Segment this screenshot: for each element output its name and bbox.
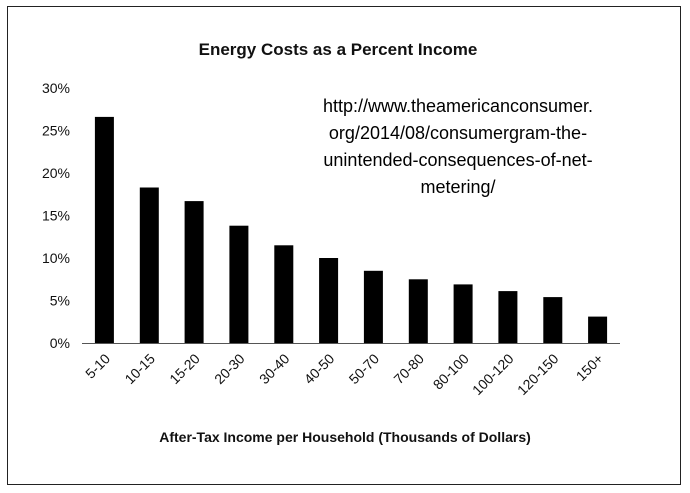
- y-axis-ticks: 0% 5% 10% 15% 20% 25% 30%: [42, 80, 70, 351]
- annotation-line-4: metering/: [420, 177, 495, 197]
- bar-80-100: [453, 284, 473, 343]
- x-tick-label: 120-150: [514, 350, 562, 398]
- x-axis-ticks: 5-10 10-15 15-20 20-30 30-40 40-50 50-70 70-80 8…: [82, 350, 606, 398]
- y-tick-label: 10%: [42, 250, 70, 266]
- x-tick-label: 50-70: [346, 350, 383, 387]
- chart-frame: [7, 6, 681, 485]
- bars: [94, 116, 608, 344]
- y-tick-label: 20%: [42, 165, 70, 181]
- bar-40-50: [319, 258, 339, 343]
- annotation-line-3: unintended-consequences-of-net-: [323, 150, 592, 170]
- x-tick-label: 80-100: [430, 350, 472, 392]
- y-tick-label: 5%: [50, 293, 70, 309]
- x-tick-label: 40-50: [301, 350, 338, 387]
- bar-10-15: [139, 187, 159, 343]
- x-tick-label: 30-40: [256, 350, 293, 387]
- x-tick-label: 15-20: [166, 350, 203, 387]
- x-tick-label: 70-80: [390, 350, 427, 387]
- annotation-line-1: http://www.theamericanconsumer.: [323, 96, 593, 116]
- annotation-line-2: org/2014/08/consumergram-the-: [329, 123, 587, 143]
- y-tick-label: 0%: [50, 335, 70, 351]
- x-tick-label: 5-10: [82, 350, 113, 381]
- bar-30-40: [274, 245, 294, 344]
- x-axis-title: After-Tax Income per Household (Thousand…: [159, 429, 531, 445]
- bar-120-150: [543, 297, 563, 343]
- bar-15-20: [184, 201, 204, 343]
- y-tick-label: 30%: [42, 80, 70, 96]
- bar-50-70: [363, 270, 383, 344]
- x-tick-label: 100-120: [469, 350, 517, 398]
- x-tick-label: 10-15: [121, 350, 158, 387]
- bar-5-10: [94, 116, 114, 344]
- y-tick-label: 15%: [42, 208, 70, 224]
- bar-70-80: [408, 279, 428, 344]
- bar-150+: [588, 316, 608, 343]
- chart-title: Energy Costs as a Percent Income: [199, 40, 478, 59]
- x-tick-label: 150+: [573, 350, 607, 384]
- bar-100-120: [498, 291, 518, 343]
- bar-20-30: [229, 225, 249, 343]
- y-tick-label: 25%: [42, 123, 70, 139]
- x-tick-label: 20-30: [211, 350, 248, 387]
- source-url-annotation: http://www.theamericanconsumer. org/2014…: [323, 96, 593, 197]
